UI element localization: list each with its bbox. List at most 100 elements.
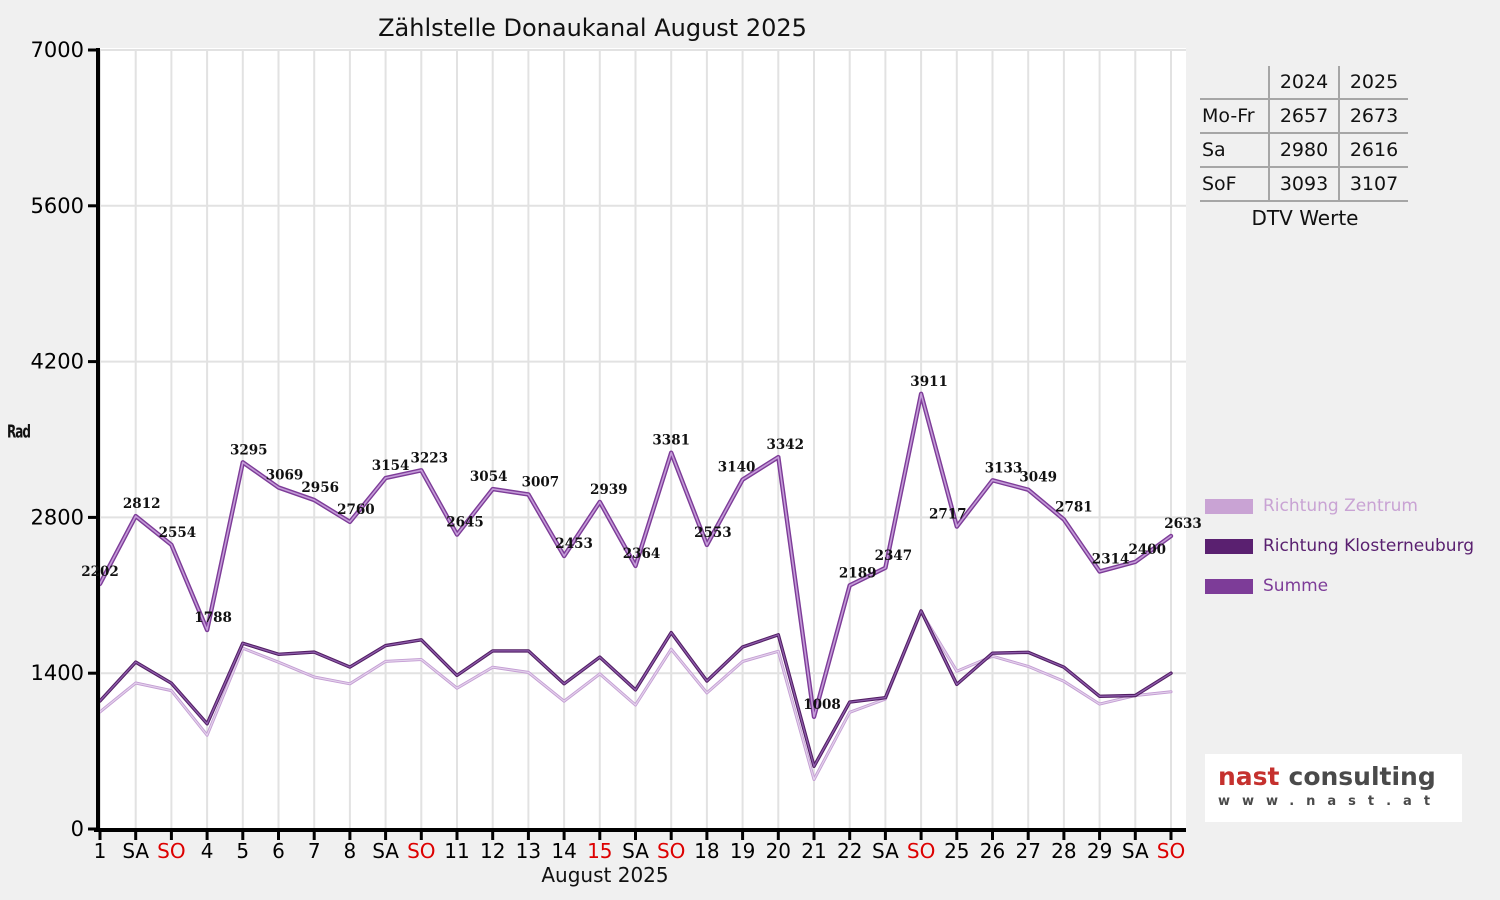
table-cell: 2657 (1268, 100, 1338, 134)
svg-text:2717: 2717 (929, 507, 967, 523)
svg-text:2347: 2347 (875, 548, 913, 564)
svg-text:3295: 3295 (230, 442, 268, 458)
svg-text:18: 18 (694, 839, 719, 863)
svg-text:3069: 3069 (266, 468, 304, 484)
svg-text:2453: 2453 (555, 536, 593, 552)
axes (88, 48, 1186, 840)
svg-text:2939: 2939 (590, 482, 628, 498)
svg-text:21: 21 (801, 839, 826, 863)
svg-text:2314: 2314 (1092, 552, 1130, 568)
table-cell: 3107 (1338, 168, 1408, 202)
table-row-label: SoF (1200, 168, 1268, 202)
nast-consulting-logo: nast consulting www.nast.at (1205, 754, 1462, 822)
svg-text:3049: 3049 (1019, 470, 1057, 486)
legend-label: Richtung Zentrum (1263, 496, 1418, 516)
table-cell: 2616 (1338, 134, 1408, 168)
svg-text:6: 6 (272, 839, 285, 863)
svg-text:8: 8 (344, 839, 357, 863)
legend-item: Richtung Zentrum (1205, 486, 1474, 526)
svg-text:3381: 3381 (652, 433, 690, 449)
series-line-summe (97, 391, 1174, 719)
table-cell: 2673 (1338, 100, 1408, 134)
svg-text:26: 26 (980, 839, 1005, 863)
svg-text:SO: SO (407, 839, 435, 863)
svg-text:2189: 2189 (839, 565, 877, 581)
table-row-label: Sa (1200, 134, 1268, 168)
svg-text:SA: SA (872, 839, 899, 863)
legend-label: Richtung Klosterneuburg (1263, 536, 1475, 556)
svg-text:3007: 3007 (522, 474, 560, 490)
svg-text:SA: SA (1122, 839, 1149, 863)
svg-text:2202: 2202 (81, 564, 119, 580)
svg-text:1008: 1008 (803, 697, 841, 713)
svg-text:11: 11 (444, 839, 469, 863)
svg-text:SA: SA (622, 839, 649, 863)
chart-title: Zählstelle Donaukanal August 2025 (378, 14, 807, 42)
svg-text:14: 14 (551, 839, 576, 863)
svg-text:1788: 1788 (194, 610, 232, 626)
svg-text:12: 12 (480, 839, 505, 863)
svg-text:2812: 2812 (123, 496, 161, 512)
svg-text:22: 22 (837, 839, 862, 863)
svg-text:3911: 3911 (910, 374, 948, 390)
svg-text:19: 19 (730, 839, 755, 863)
table-header-2025: 2025 (1338, 66, 1408, 100)
svg-text:0: 0 (71, 817, 84, 841)
svg-text:3154: 3154 (372, 458, 410, 474)
legend: Richtung Zentrum Richtung Klosterneuburg… (1205, 486, 1474, 606)
svg-text:2400: 2400 (1129, 542, 1167, 558)
svg-text:3342: 3342 (767, 437, 805, 453)
svg-text:5: 5 (236, 839, 249, 863)
legend-swatch-klosterneuburg (1205, 538, 1253, 554)
table-caption: DTV Werte (1251, 206, 1359, 230)
svg-text:13: 13 (516, 839, 541, 863)
logo-website: www.nast.at (1218, 793, 1443, 809)
svg-text:3140: 3140 (718, 460, 756, 476)
x-tick-labels: 1 SA SO 4 5 6 7 8 SA SO 11 12 13 14 15 SA SO 18 19 20 21 22 SA… (94, 839, 1186, 863)
svg-text:2760: 2760 (337, 502, 375, 518)
svg-text:SO: SO (657, 839, 685, 863)
svg-text:3133: 3133 (985, 460, 1023, 476)
series-line-zentrum (98, 610, 1173, 781)
svg-text:15: 15 (587, 839, 612, 863)
legend-item: Summe (1205, 566, 1474, 606)
svg-text:4200: 4200 (31, 350, 84, 374)
gridlines (98, 49, 1186, 829)
logo-text: nast consulting (1218, 763, 1462, 791)
y-axis-label: Rad (7, 421, 31, 442)
svg-text:2633: 2633 (1164, 516, 1202, 532)
legend-swatch-zentrum (1205, 498, 1253, 514)
x-axis-title: August 2025 (541, 863, 669, 887)
svg-text:2554: 2554 (159, 525, 197, 541)
dtv-table: 2024 2025 Mo-Fr 2657 2673 Sa 2980 2616 S… (1200, 66, 1408, 202)
svg-text:1400: 1400 (31, 661, 84, 685)
svg-text:7000: 7000 (31, 38, 84, 62)
svg-text:20: 20 (766, 839, 791, 863)
svg-text:7: 7 (308, 839, 321, 863)
svg-text:28: 28 (1051, 839, 1076, 863)
table-cell: 3093 (1268, 168, 1338, 202)
legend-swatch-summe (1205, 578, 1253, 594)
svg-text:25: 25 (944, 839, 969, 863)
svg-text:SO: SO (1157, 839, 1185, 863)
logo-brand-suffix: consulting (1288, 762, 1436, 791)
svg-text:2553: 2553 (694, 525, 732, 541)
svg-text:SA: SA (122, 839, 149, 863)
svg-text:2645: 2645 (446, 515, 484, 531)
legend-label: Summe (1263, 576, 1329, 596)
svg-text:2800: 2800 (31, 505, 84, 529)
svg-text:27: 27 (1015, 839, 1040, 863)
svg-text:3054: 3054 (470, 469, 508, 485)
svg-text:4: 4 (201, 839, 214, 863)
table-header-2024: 2024 (1268, 66, 1338, 100)
svg-text:2781: 2781 (1055, 500, 1093, 516)
table-cell: 2980 (1268, 134, 1338, 168)
svg-text:SO: SO (907, 839, 935, 863)
table-row-label: Mo-Fr (1200, 100, 1268, 134)
svg-text:29: 29 (1087, 839, 1112, 863)
logo-brand: nast (1218, 762, 1280, 791)
svg-text:1: 1 (94, 839, 107, 863)
